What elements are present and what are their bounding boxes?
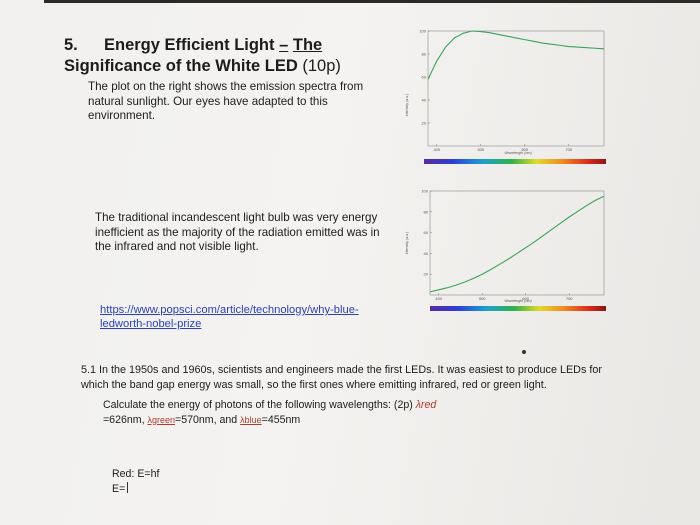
chart1-x-tick-label: 400: [433, 147, 440, 152]
chart2-plot-frame: [429, 190, 605, 296]
chart2-xlabel: Wavelength (nm): [504, 299, 531, 303]
chart1-y-tick-label: 20: [422, 121, 427, 126]
chart1-x-tick-label: 500: [477, 147, 484, 152]
bullet-dot: [522, 350, 526, 354]
chart1-xlabel: Wavelength (nm): [504, 151, 531, 155]
section-number: 5.: [64, 36, 78, 54]
chart2-y-tick-label: 60: [424, 230, 429, 235]
chart1-series-line: [427, 30, 605, 80]
section-title-line2: Significance of the White LED: [64, 57, 298, 75]
chart1-ylabel-text: Intensity (a.u.): [405, 94, 409, 117]
chart2-y-tick-label: 20: [424, 272, 429, 277]
incandescent-paragraph: The traditional incandescent light bulb …: [95, 211, 380, 253]
chart1-y-tick-label: 80: [422, 52, 427, 57]
chart2-x-tick-label: 700: [566, 296, 573, 301]
lambda-red-symbol: λred: [415, 399, 437, 411]
section-title: Energy Efficient Light: [104, 36, 275, 54]
question-task: Calculate the energy of photons of the f…: [103, 398, 623, 427]
section-title-dash: –: [279, 36, 289, 54]
chart2-x-tick-label: 400: [435, 296, 442, 301]
task-prefix: Calculate the energy of photons of the f…: [103, 399, 413, 411]
chart1-x-ticks: 400 500 600 700: [433, 144, 573, 152]
blue-wavelength-value: =455nm: [261, 413, 301, 426]
chart1-y-tick-label: 100: [419, 29, 426, 34]
chart1-y-tick-label: 40: [422, 98, 427, 103]
lambda-green-symbol: λgreen: [147, 414, 176, 425]
section-points: (10p): [302, 57, 341, 75]
chart1-x-tick-label: 700: [565, 147, 572, 152]
incandescent-spectrum-chart: Intensity (a.u.) 100 80 60 40 20 400 500 600 70…: [405, 189, 606, 311]
chart2-series-line: [429, 195, 605, 293]
answer-line-1: Red: E=hf: [112, 468, 160, 480]
chart2-ylabel-text: Intensity (a.u.): [405, 232, 409, 255]
intro-paragraph: The plot on the right shows the emission…: [88, 80, 364, 122]
and-word: , and: [213, 413, 238, 426]
chart2-x-tick-label: 500: [479, 296, 486, 301]
chart2-x-ticks: 400 500 600 700: [435, 293, 573, 301]
lambda-blue-symbol: λblue: [240, 414, 262, 425]
answer-line-2-wrap[interactable]: E=: [112, 481, 232, 497]
chart1-y-tick-label: 60: [422, 75, 427, 80]
chart1-y-ticks: 100 80 60 40 20: [419, 29, 430, 126]
chart2-y-tick-label: 40: [424, 251, 429, 256]
text-cursor: [127, 481, 129, 493]
top-divider: [44, 0, 700, 3]
answer-area[interactable]: Red: E=hf E=: [112, 467, 232, 496]
chart2-y-tick-label: 100: [421, 189, 428, 194]
section-heading: 5. Energy Efficient Light – The Significa…: [64, 35, 384, 77]
chart1-x-tick-label: 600: [521, 147, 528, 152]
chart1-spectrum-bar: [424, 159, 606, 164]
red-wavelength-value: =626nm,: [103, 413, 145, 426]
chart1-plot-frame: [427, 30, 605, 147]
answer-line-2: E=: [112, 482, 126, 495]
question-5-1-text: 5.1 In the 1950s and 1960s, scientists a…: [81, 364, 602, 391]
chart2-y-ticks: 100 80 60 40 20: [421, 189, 432, 277]
chart2-ylabel: Intensity (a.u.): [405, 232, 409, 255]
section-title-underlined: The: [292, 36, 323, 54]
green-wavelength-value: =570nm: [175, 413, 214, 426]
popsci-link[interactable]: https://www.popsci.com/article/technolog…: [100, 304, 359, 330]
chart2-x-tick-label: 600: [522, 296, 529, 301]
chart2-spectrum-bar: [430, 306, 606, 311]
sunlight-spectrum-chart: Intensity (a.u.) 100 80 60 40 20 400 500 600 70…: [405, 29, 606, 164]
chart1-ylabel: Intensity (a.u.): [405, 94, 409, 117]
chart2-y-tick-label: 80: [424, 209, 429, 214]
